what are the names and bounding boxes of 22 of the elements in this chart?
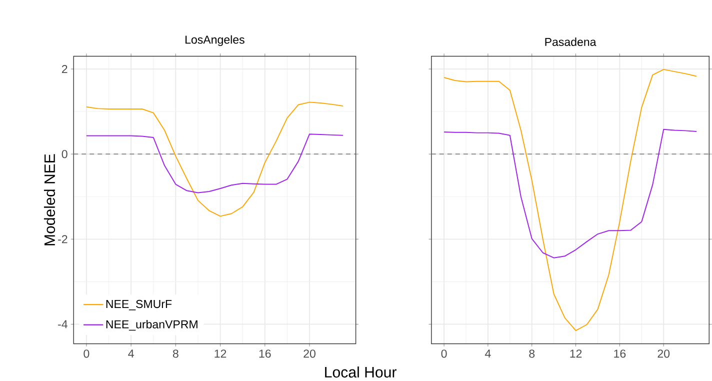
x-tick-label: 16 xyxy=(259,350,271,358)
x-tick-label: 0 xyxy=(441,350,447,358)
y-tick-label: -2 xyxy=(58,235,68,244)
legend-label: NEE_urbanVPRM xyxy=(106,320,198,331)
x-tick-label: 20 xyxy=(658,350,670,358)
y-tick-label: 2 xyxy=(62,65,68,74)
chart-title: LosAngeles xyxy=(186,35,244,46)
x-tick-label: 20 xyxy=(304,350,316,358)
x-tick-label: 4 xyxy=(485,350,491,358)
x-axis-title: Local Hour xyxy=(325,366,396,378)
x-tick-label: 12 xyxy=(214,350,226,358)
x-tick-label: 12 xyxy=(570,350,582,358)
y-tick-label: -4 xyxy=(58,320,68,328)
x-tick-label: 0 xyxy=(84,350,90,358)
x-tick-label: 16 xyxy=(614,350,626,358)
y-axis-title: Modeled NEE xyxy=(44,154,56,246)
legend-label: NEE_SMUrF xyxy=(106,300,172,310)
x-tick-label: 8 xyxy=(172,350,178,358)
x-tick-label: 4 xyxy=(128,350,134,358)
y-tick-label: 0 xyxy=(62,150,68,158)
chart-title: Pasadena xyxy=(545,38,596,46)
x-tick-label: 8 xyxy=(529,350,535,358)
